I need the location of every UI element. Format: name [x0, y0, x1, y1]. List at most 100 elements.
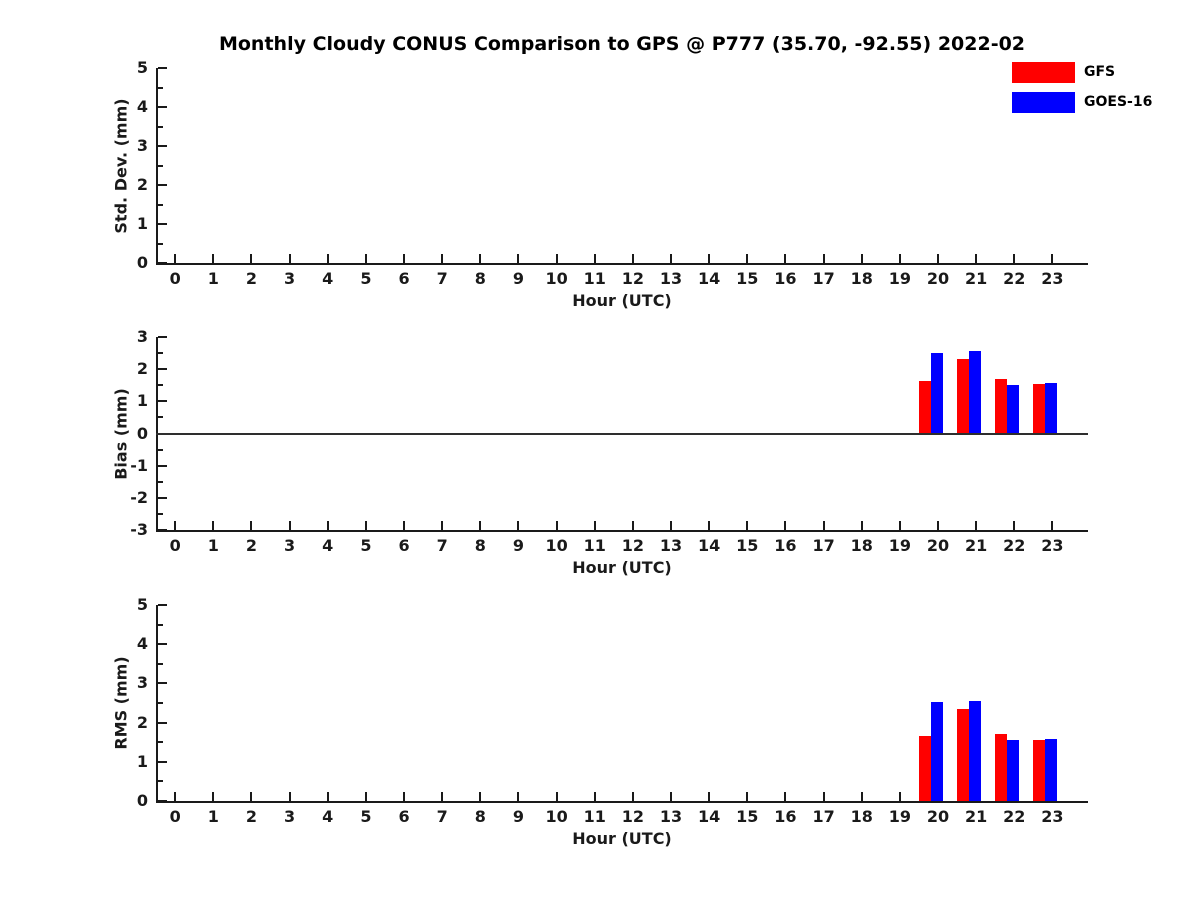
x-tick [1051, 521, 1054, 530]
y-tick-major [158, 262, 167, 264]
x-tick-label: 4 [322, 807, 334, 826]
y-tick-minor [158, 164, 163, 167]
x-tick [593, 254, 596, 263]
x-tick-label: 21 [964, 269, 988, 288]
y-axis-label: RMS (mm) [111, 656, 131, 750]
x-tick-label: 6 [398, 807, 410, 826]
y-axis-spine [156, 605, 158, 803]
y-axis-spine [156, 337, 158, 532]
x-tick-label: 3 [284, 269, 296, 288]
x-tick [212, 254, 215, 263]
x-tick [746, 521, 749, 530]
y-tick-major [158, 721, 167, 724]
x-tick-label: 3 [284, 536, 296, 555]
y-tick-minor [158, 242, 163, 245]
x-tick [479, 521, 482, 530]
y-tick-minor [158, 512, 163, 515]
y-tick-major [158, 682, 167, 685]
y-tick-major [158, 400, 167, 403]
bar-goes16-h20 [931, 702, 943, 801]
x-tick-label: 12 [621, 536, 644, 555]
x-tick-label: 14 [698, 807, 721, 826]
y-tick-label: 4 [136, 97, 148, 116]
x-tick-label: 10 [545, 269, 568, 288]
y-tick-major [158, 496, 167, 499]
x-tick [975, 254, 978, 263]
y-tick-label: 1 [136, 391, 148, 411]
y-tick-label: 3 [136, 327, 148, 346]
x-tick [326, 792, 329, 801]
x-tick-label: 9 [512, 807, 525, 826]
x-tick [822, 521, 825, 530]
y-tick-minor [158, 480, 163, 483]
x-tick-label: 23 [1041, 807, 1064, 826]
x-tick-label: 19 [888, 269, 911, 288]
bar-goes16-h20 [931, 353, 943, 434]
y-tick-minor [158, 662, 163, 665]
x-tick [898, 254, 901, 263]
y-tick-minor [158, 203, 163, 206]
x-tick-label: 7 [436, 536, 448, 555]
x-tick [860, 792, 863, 801]
y-tick-major [158, 336, 167, 338]
y-tick-minor [158, 125, 163, 128]
x-tick [631, 521, 634, 530]
bar-goes16-h23 [1045, 382, 1058, 434]
x-tick [822, 254, 825, 263]
x-tick [174, 521, 177, 530]
x-tick-label: 10 [545, 807, 568, 826]
legend-swatch-gfs-icon [1012, 61, 1075, 83]
y-tick-minor [158, 384, 163, 387]
zero-line [156, 432, 1088, 435]
legend-row-gfs: GFS [1012, 61, 1152, 83]
x-tick-label: 22 [1003, 807, 1026, 826]
x-tick-label: 21 [964, 807, 988, 826]
x-tick [174, 254, 177, 263]
x-axis-spine [156, 263, 1088, 265]
legend-label-goes16: GOES-16 [1084, 94, 1153, 110]
x-tick-label: 16 [774, 807, 797, 826]
x-tick [250, 254, 253, 263]
x-tick-label: 23 [1041, 536, 1064, 555]
y-tick-label: 5 [136, 58, 148, 77]
y-tick-major [158, 67, 167, 69]
legend-label-gfs: GFS [1084, 64, 1116, 80]
x-tick [364, 521, 367, 530]
x-tick [670, 521, 673, 530]
x-tick [593, 792, 596, 801]
x-tick-label: 20 [926, 536, 950, 555]
y-tick-label: 2 [136, 359, 148, 379]
x-tick [479, 254, 482, 263]
x-axis-label: Hour (UTC) [572, 291, 672, 310]
x-tick [898, 521, 901, 530]
y-tick-label: 2 [136, 712, 148, 732]
y-tick-major [158, 223, 167, 225]
x-tick-label: 7 [436, 807, 448, 826]
x-tick-label: 8 [474, 536, 486, 555]
x-tick [670, 792, 673, 801]
y-tick-major [158, 464, 167, 467]
bar-goes16-h22 [1007, 384, 1020, 434]
y-tick-minor [158, 86, 163, 89]
x-tick [517, 254, 520, 263]
x-tick [784, 254, 787, 263]
x-tick-label: 10 [545, 536, 568, 555]
y-tick-label: 0 [136, 253, 148, 272]
x-tick-label: 15 [736, 536, 759, 555]
y-axis-label: Bias (mm) [111, 387, 131, 480]
x-tick [708, 792, 711, 801]
y-tick-minor [158, 780, 163, 783]
x-tick [479, 792, 482, 801]
legend-row-goes16: GOES-16 [1012, 91, 1152, 113]
x-tick [1013, 521, 1016, 530]
legend: GFS GOES-16 [1012, 61, 1152, 121]
y-tick-label: 2 [136, 175, 148, 194]
x-tick [555, 254, 558, 263]
y-tick-minor [158, 623, 163, 626]
x-tick-label: 16 [774, 536, 797, 555]
x-tick-label: 5 [360, 269, 372, 288]
x-tick [517, 792, 520, 801]
x-tick [670, 254, 673, 263]
x-tick [326, 521, 329, 530]
y-tick-label: 1 [136, 751, 148, 771]
